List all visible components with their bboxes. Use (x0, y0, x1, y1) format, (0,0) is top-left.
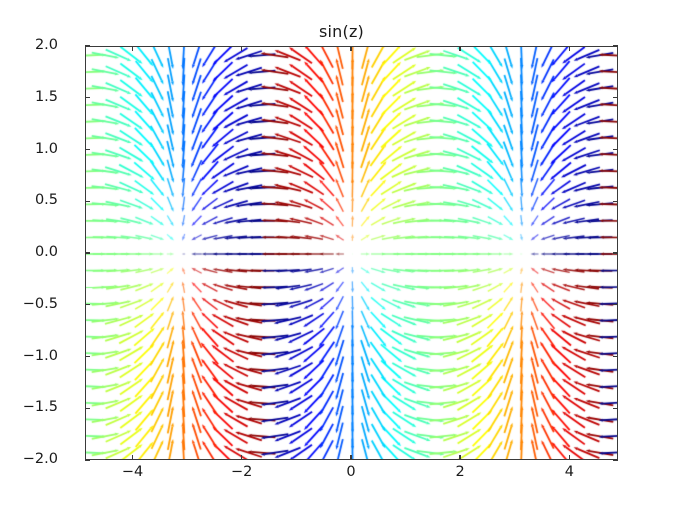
y-axis-tick-mark (85, 355, 90, 358)
x-axis-tick-mark-top (459, 46, 461, 51)
quiver-field-plot (86, 47, 617, 459)
y-axis-tick-label: −2.0 (22, 451, 58, 467)
x-axis-tick-mark-top (131, 46, 134, 51)
y-axis-tick-mark-right (613, 97, 618, 99)
y-axis-tick-mark-right (613, 304, 618, 306)
x-axis-tick-mark-top (350, 46, 352, 51)
y-axis-tick-label: 0.0 (34, 244, 58, 260)
x-axis-tick-label: −2 (231, 464, 253, 480)
x-axis-tick-mark (131, 455, 134, 460)
y-axis-tick-label: −1.0 (22, 347, 58, 364)
y-axis-tick-label: −0.5 (22, 295, 58, 312)
x-axis-tick-label: 4 (564, 464, 575, 480)
y-axis-tick-mark (85, 97, 90, 99)
x-axis-tick-mark-top (568, 46, 571, 51)
page-title: sin(z) (318, 22, 364, 41)
y-axis-tick-label: −1.5 (22, 399, 58, 416)
y-axis-tick-mark (85, 45, 90, 47)
y-axis-tick-label: 1.0 (34, 140, 58, 157)
y-axis-tick-mark-right (613, 148, 618, 151)
plot-axes-area (85, 46, 618, 460)
x-axis-tick-mark (350, 455, 352, 460)
x-axis-tick-label: 2 (455, 464, 465, 480)
y-axis-tick-mark-right (613, 45, 618, 47)
y-axis-tick-mark (85, 148, 90, 151)
x-axis-tick-label: −4 (121, 464, 144, 480)
y-axis-tick-mark-right (613, 200, 618, 202)
y-axis-tick-mark (85, 304, 90, 306)
y-axis-tick-mark (85, 252, 90, 254)
y-axis-tick-mark (85, 459, 90, 461)
y-axis-tick-mark (85, 200, 90, 202)
x-axis-tick-mark (459, 455, 461, 460)
x-axis-tick-mark (568, 455, 571, 460)
y-axis-tick-label: 1.5 (34, 88, 58, 105)
y-axis-tick-mark-right (613, 407, 618, 409)
y-axis-tick-label: 0.5 (34, 192, 58, 209)
y-axis-tick-label: 2.0 (34, 37, 58, 53)
y-axis-tick-mark-right (613, 252, 618, 254)
y-axis-tick-mark-right (613, 459, 618, 461)
y-axis-tick-mark (85, 407, 90, 409)
x-axis-tick-mark (241, 455, 243, 460)
y-axis-tick-mark-right (613, 355, 618, 358)
x-axis-tick-mark-top (241, 46, 243, 51)
x-axis-tick-label: 0 (346, 464, 356, 480)
